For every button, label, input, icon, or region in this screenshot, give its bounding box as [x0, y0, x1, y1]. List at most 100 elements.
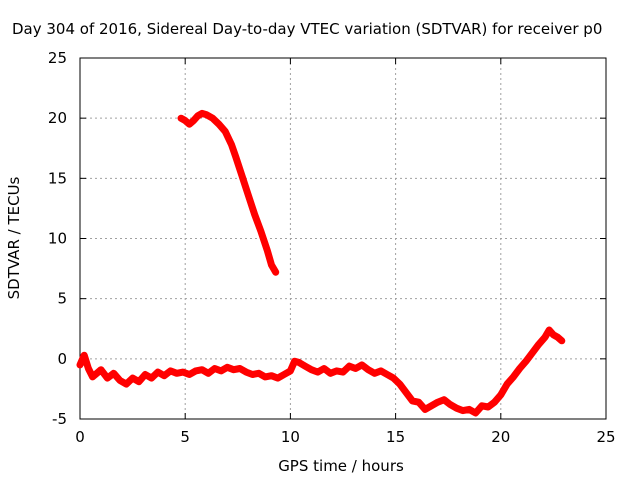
data-point-upper-track-9	[222, 128, 229, 135]
data-point-main-track-6	[104, 375, 111, 382]
data-point-main-track-77	[546, 326, 553, 333]
data-series	[76, 109, 566, 417]
data-point-main-track-19	[186, 371, 193, 378]
data-point-upper-track-5	[199, 110, 206, 117]
x-tick-label-5: 25	[596, 428, 615, 446]
data-point-main-track-15	[161, 372, 168, 379]
data-point-main-track-71	[510, 373, 517, 380]
data-point-upper-track-2	[186, 121, 193, 128]
axis-ticks: 0 5 10 15 20 25 -5 0 5 10 15 20 25	[48, 49, 616, 446]
data-point-main-track-28	[243, 369, 250, 376]
data-point-upper-track-1	[182, 117, 189, 124]
series-line-main-track	[76, 326, 566, 417]
y-tick-label-1: 0	[57, 350, 67, 368]
data-point-main-track-13	[148, 375, 155, 382]
data-point-upper-track-3	[190, 117, 197, 124]
data-point-main-track-11	[135, 378, 142, 385]
x-tick-label-3: 15	[386, 428, 405, 446]
data-point-main-track-31	[262, 373, 269, 380]
data-point-main-track-8	[116, 377, 123, 384]
data-point-main-track-10	[129, 375, 136, 382]
data-point-main-track-74	[529, 349, 536, 356]
data-point-upper-track-6	[203, 111, 210, 118]
data-point-upper-track-15	[257, 228, 264, 235]
data-point-main-track-7	[110, 370, 117, 377]
data-point-main-track-35	[287, 367, 294, 374]
data-point-main-track-72	[516, 365, 523, 372]
data-point-upper-track-10	[228, 141, 235, 148]
data-point-main-track-62	[453, 405, 460, 412]
data-point-main-track-46	[352, 365, 359, 372]
data-point-main-track-48	[365, 366, 372, 373]
data-point-main-track-53	[396, 381, 403, 388]
data-point-main-track-73	[523, 358, 530, 365]
data-point-main-track-34	[281, 371, 288, 378]
data-point-main-track-57	[422, 406, 429, 413]
y-tick-label-5: 20	[48, 109, 67, 127]
data-point-main-track-56	[415, 399, 422, 406]
y-tick-label-3: 10	[48, 230, 67, 248]
data-point-main-track-68	[491, 399, 498, 406]
data-point-main-track-30	[255, 370, 262, 377]
data-point-main-track-54	[403, 389, 410, 396]
data-point-upper-track-12	[239, 172, 246, 179]
data-point-main-track-39	[308, 366, 315, 373]
series-line-upper-track	[177, 109, 280, 276]
data-point-main-track-63	[459, 407, 466, 414]
data-point-main-track-43	[333, 367, 340, 374]
x-axis-label: GPS time / hours	[278, 457, 404, 475]
data-point-main-track-58	[428, 402, 435, 409]
data-point-main-track-42	[327, 370, 334, 377]
y-tick-label-4: 15	[48, 169, 67, 187]
data-point-main-track-44	[340, 369, 346, 376]
grid-lines	[80, 58, 606, 419]
data-point-main-track-23	[211, 365, 218, 372]
data-point-upper-track-14	[251, 211, 258, 218]
data-point-main-track-38	[302, 363, 309, 370]
data-point-main-track-45	[346, 363, 353, 370]
x-tick-label-1: 5	[180, 428, 190, 446]
data-point-main-track-49	[371, 370, 378, 377]
data-point-main-track-2	[85, 365, 92, 372]
y-axis-label: SDTVAR / TECUs	[5, 176, 23, 299]
data-point-main-track-12	[142, 371, 149, 378]
data-point-upper-track-4	[194, 112, 201, 119]
x-tick-label-4: 20	[491, 428, 510, 446]
data-point-main-track-32	[268, 372, 275, 379]
x-tick-label-2: 10	[281, 428, 300, 446]
data-point-main-track-52	[390, 375, 397, 382]
data-point-upper-track-17	[268, 261, 275, 268]
data-point-main-track-59	[434, 399, 441, 406]
x-tick-label-0: 0	[75, 428, 85, 446]
data-point-main-track-26	[230, 366, 237, 373]
data-point-main-track-5	[98, 366, 105, 373]
data-point-main-track-21	[199, 366, 206, 373]
data-point-main-track-16	[167, 367, 174, 374]
data-point-main-track-27	[236, 365, 243, 372]
data-point-upper-track-7	[209, 115, 216, 122]
data-point-upper-track-16	[264, 247, 271, 254]
data-point-main-track-40	[314, 369, 321, 376]
data-point-main-track-69	[497, 391, 504, 398]
data-point-main-track-17	[173, 370, 180, 377]
data-point-main-track-25	[224, 364, 231, 371]
data-point-main-track-22	[205, 370, 212, 377]
data-point-main-track-36	[291, 358, 298, 365]
data-point-main-track-55	[409, 397, 416, 404]
data-point-main-track-24	[217, 367, 224, 374]
data-point-main-track-50	[377, 367, 384, 374]
data-point-upper-track-0	[177, 115, 184, 122]
data-point-main-track-70	[504, 381, 511, 388]
data-point-main-track-67	[485, 403, 492, 410]
data-point-upper-track-8	[215, 121, 222, 128]
data-point-main-track-51	[384, 371, 391, 378]
data-point-main-track-14	[154, 369, 161, 376]
data-point-upper-track-18	[272, 269, 279, 276]
data-point-main-track-80	[558, 337, 565, 344]
data-point-main-track-66	[478, 402, 485, 409]
data-point-main-track-37	[295, 359, 302, 366]
data-point-main-track-47	[358, 361, 365, 368]
data-point-main-track-79	[554, 334, 561, 341]
data-point-main-track-65	[472, 409, 479, 416]
